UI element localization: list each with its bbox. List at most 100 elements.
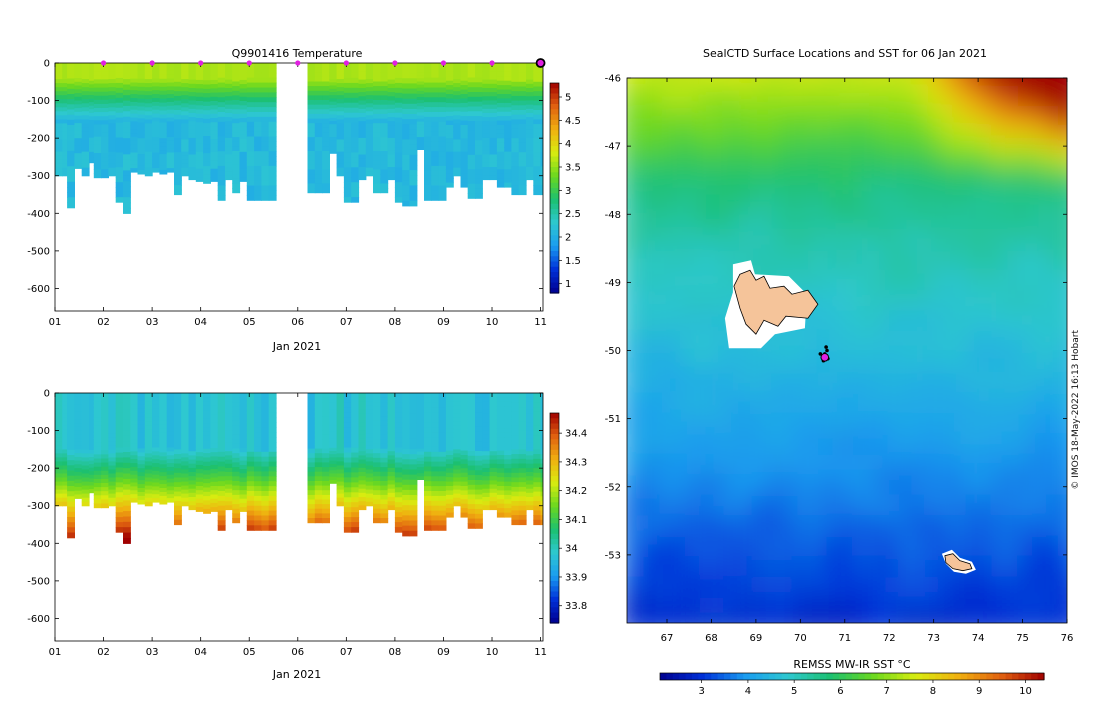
profile-cell xyxy=(453,91,461,96)
profile-cell xyxy=(138,441,146,446)
profile-cell xyxy=(410,124,418,130)
profile-cell xyxy=(247,467,255,473)
profile-cell xyxy=(203,102,211,107)
profile-cell xyxy=(203,145,211,150)
profile-cell xyxy=(308,458,316,463)
profile-column xyxy=(439,393,447,531)
sst-cell xyxy=(725,187,739,208)
sst-cell xyxy=(885,228,899,249)
profile-cell xyxy=(62,461,68,466)
profile-cell xyxy=(232,86,240,91)
profile-cell xyxy=(225,489,233,494)
profile-cell xyxy=(167,409,175,414)
colorbar-tick-label: 2.5 xyxy=(565,209,581,220)
sst-cell xyxy=(685,473,699,494)
sst-cell xyxy=(765,575,779,596)
profile-cell xyxy=(189,451,197,456)
sst-cell xyxy=(845,575,859,596)
profile-cell xyxy=(511,440,519,445)
profile-cell xyxy=(410,531,418,537)
sst-cell xyxy=(738,207,752,228)
profile-cell xyxy=(322,151,330,156)
profile-cell xyxy=(82,103,90,108)
profile-cell xyxy=(461,147,469,152)
profile-cell xyxy=(67,403,75,409)
sst-cell xyxy=(951,228,965,249)
colorbar-band xyxy=(550,241,559,247)
sst-cell xyxy=(658,207,672,228)
profile-cell xyxy=(145,429,153,434)
profile-cell xyxy=(424,117,432,123)
profile-cell xyxy=(82,401,90,406)
sst-cell xyxy=(738,228,752,249)
sst-cell xyxy=(1045,44,1059,65)
profile-cell xyxy=(526,63,534,68)
profile-cell xyxy=(254,496,262,502)
profile-cell xyxy=(490,393,498,398)
profile-cell xyxy=(519,119,527,124)
profile-cell xyxy=(373,509,381,514)
profile-cell xyxy=(402,124,410,130)
sst-cell xyxy=(805,432,819,453)
profile-cell xyxy=(468,427,476,432)
profile-cell xyxy=(475,169,483,174)
profile-cell xyxy=(67,465,75,471)
sst-cell xyxy=(698,167,712,188)
profile-cell xyxy=(181,421,189,426)
profile-cell xyxy=(123,415,131,421)
profile-cell xyxy=(431,171,439,177)
colorbar-band xyxy=(550,466,559,472)
profile-cell xyxy=(108,397,116,402)
profile-cell xyxy=(446,81,454,86)
profile-cell xyxy=(497,486,505,491)
profile-cell xyxy=(108,140,116,145)
colorbar-band xyxy=(550,434,559,440)
sst-cell xyxy=(898,412,912,433)
profile-cell xyxy=(410,485,418,491)
profile-cell xyxy=(351,413,359,419)
sst-cell xyxy=(658,514,672,535)
sst-cell xyxy=(765,534,779,555)
sst-cell xyxy=(738,167,752,188)
sst-cell xyxy=(1045,64,1059,85)
profile-cell xyxy=(232,462,240,467)
profile-cell xyxy=(337,397,345,402)
profile-column xyxy=(315,63,323,193)
profile-cell xyxy=(145,494,153,499)
profile-cell xyxy=(254,403,262,409)
profile-cell xyxy=(351,182,359,188)
profile-cell xyxy=(203,149,211,154)
profile-cell xyxy=(497,147,505,152)
sst-cell xyxy=(658,146,672,167)
profile-cell xyxy=(145,425,153,430)
sst-cell xyxy=(911,105,925,126)
profile-cell xyxy=(475,490,483,495)
profile-cell xyxy=(62,119,68,124)
profile-cell xyxy=(504,76,512,81)
sst-cell xyxy=(751,555,765,576)
profile-cell xyxy=(116,517,124,523)
profile-cell xyxy=(203,153,211,158)
profile-cell xyxy=(254,457,262,463)
profile-cell xyxy=(308,170,316,175)
sst-cell xyxy=(658,473,672,494)
profile-cell xyxy=(138,170,146,175)
profile-cell xyxy=(94,479,102,484)
profile-cell xyxy=(123,452,131,458)
profile-cell xyxy=(308,77,316,82)
profile-cell xyxy=(526,443,534,448)
sst-cell xyxy=(885,330,899,351)
profile-cell xyxy=(424,97,432,103)
sst-cell xyxy=(671,187,685,208)
profile-cell xyxy=(159,460,167,465)
profile-cell xyxy=(511,459,519,464)
profile-cell xyxy=(94,422,102,427)
profile-cell xyxy=(337,144,345,149)
profile-cell xyxy=(138,496,146,501)
profile-cell xyxy=(388,505,396,510)
profile-cell xyxy=(424,447,432,453)
profile-cell xyxy=(254,511,262,516)
profile-cell xyxy=(526,406,534,411)
sst-cell xyxy=(831,371,845,392)
profile-cell xyxy=(410,191,418,197)
